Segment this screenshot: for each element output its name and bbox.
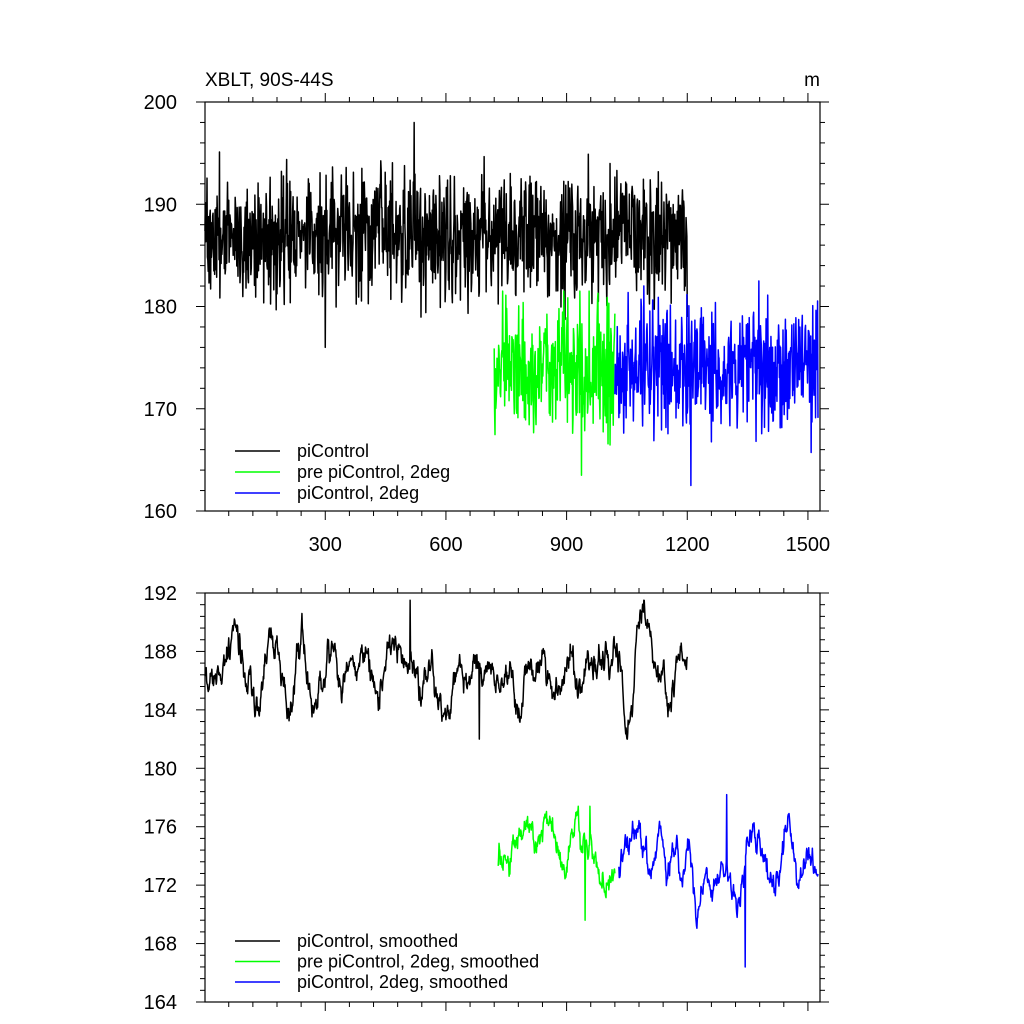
series-layer (204, 121, 819, 487)
legend-label: pre piControl, 2deg (297, 462, 450, 482)
y-tick-label: 190 (144, 194, 177, 216)
y-tick-label: 192 (144, 583, 177, 605)
y-tick-label: 180 (144, 758, 177, 780)
y-tick-label: 168 (144, 934, 177, 956)
ticks-layer: 300 600 900 1200 1500 160 170 180 190 200 (144, 92, 831, 556)
y-tick-label: 164 (144, 992, 177, 1014)
legend-label: pre piControl, 2deg, smoothed (297, 952, 539, 972)
series-line (614, 280, 819, 487)
x-tick-label: 300 (309, 534, 342, 556)
legend-label: piControl, 2deg (297, 483, 419, 503)
panel-raw: XBLT, 90S-44S m 300 600 900 1200 1500 160 170 1… (144, 70, 831, 556)
panel-smoothed: 164 168 172 176 180 184 188 192 piControl, smoo… (144, 583, 829, 1014)
plot-frame (204, 592, 821, 1003)
y-tick-label: 176 (144, 817, 177, 839)
x-tick-label: 900 (550, 534, 583, 556)
y-tick-label: 160 (144, 501, 177, 523)
y-tick-label: 188 (144, 641, 177, 663)
legend-label: piControl (297, 441, 369, 461)
x-tick-label: 1500 (786, 534, 831, 556)
units-label: m (804, 70, 820, 91)
y-tick-label: 184 (144, 700, 177, 722)
legend-label: piControl, smoothed (297, 931, 458, 951)
x-tick-label: 1200 (665, 534, 710, 556)
chart-title: XBLT, 90S-44S (205, 70, 334, 91)
series-line (204, 599, 689, 740)
series-line (204, 121, 689, 349)
y-tick-label: 180 (144, 297, 177, 319)
x-tick-label: 600 (429, 534, 462, 556)
ticks-layer: 164 168 172 176 180 184 188 192 (144, 583, 829, 1014)
y-tick-label: 170 (144, 399, 177, 421)
series-layer (204, 599, 819, 968)
legend-label: piControl, 2deg, smoothed (297, 972, 508, 992)
y-tick-label: 172 (144, 875, 177, 897)
series-line (497, 805, 616, 921)
plot-frame (204, 101, 821, 512)
series-line (493, 290, 616, 476)
y-tick-label: 200 (144, 92, 177, 114)
series-line (618, 793, 819, 968)
